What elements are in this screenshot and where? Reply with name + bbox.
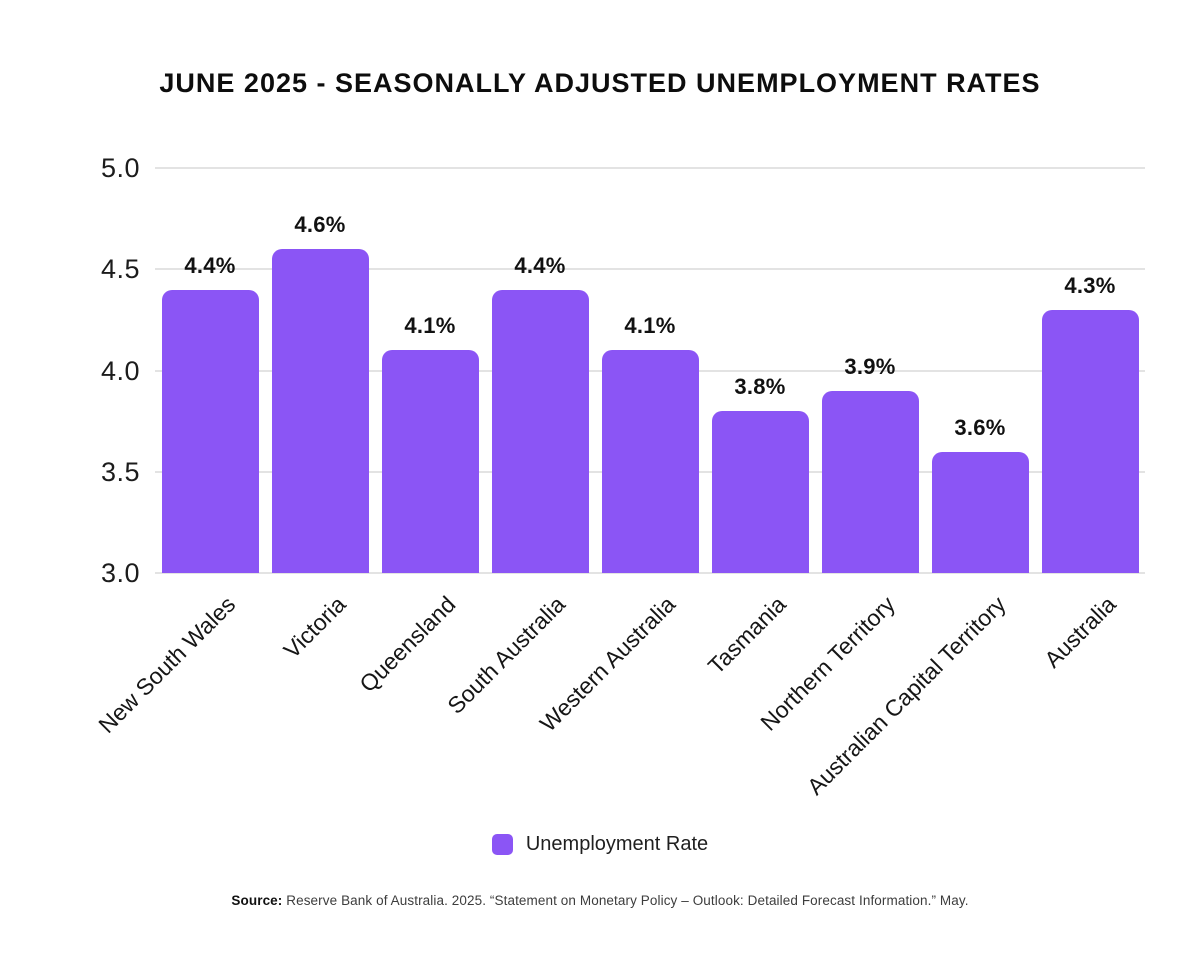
gridline [155,268,1145,271]
bar-value-label: 4.3% [1064,272,1116,298]
bar-queensland [381,350,479,573]
bar-value-label: 4.1% [624,313,676,339]
bar-value-label: 3.6% [954,414,1006,440]
y-tick-label: 4.5 [100,254,140,285]
source-text: Reserve Bank of Australia. 2025. “Statem… [286,893,969,908]
x-tick-label: Tasmania [702,591,791,679]
bar-western-australia [601,350,699,573]
x-tick-label: Australian Capital Territory [801,591,1011,800]
bar-australia [1041,309,1139,573]
bar-victoria [271,249,369,573]
gridline [155,167,1145,169]
bar-value-label: 4.4% [184,252,236,278]
y-tick-label: 4.0 [100,355,140,386]
x-tick-label: Australia [1038,591,1121,673]
bar-value-label: 4.4% [514,252,566,278]
gridline [155,572,1145,574]
bar-australian-capital-territory [931,451,1029,573]
x-tick-label: Queensland [354,591,461,698]
bar-south-australia [491,289,589,573]
bar-value-label: 3.9% [844,353,896,379]
source-prefix: Source: [231,893,283,908]
bar-new-south-wales [161,289,259,573]
bar-value-label: 3.8% [734,374,786,399]
legend-swatch-icon [491,834,513,855]
chart-title: JUNE 2025 - SEASONALLY ADJUSTED UNEMPLOY… [159,68,1041,98]
y-tick-label: 3.5 [100,456,140,487]
bar-northern-territory [821,390,919,573]
legend: Unemployment Rate [0,833,1200,856]
x-tick-label: New South Wales [93,591,241,739]
bar-value-label: 4.6% [294,212,346,237]
legend-label: Unemployment Rate [525,833,709,855]
bar-value-label: 4.1% [404,313,456,339]
x-axis: New South Wales Victoria Queensland South A… [93,573,1145,833]
plot-area: 4.4% 4.6% 4.1% 4.4% 4.1% 3.8% 3.9% 3.6% 4.3% [155,167,1145,574]
source-line: Source: Reserve Bank of Australia. 2025.… [0,893,1200,908]
y-axis: 5.0 4.5 4.0 3.5 3.0 [0,153,140,588]
y-tick-label: 5.0 [100,153,140,183]
y-tick-label: 3.0 [100,558,140,588]
x-tick-label: Victoria [278,591,351,664]
bar-tasmania [711,411,809,573]
